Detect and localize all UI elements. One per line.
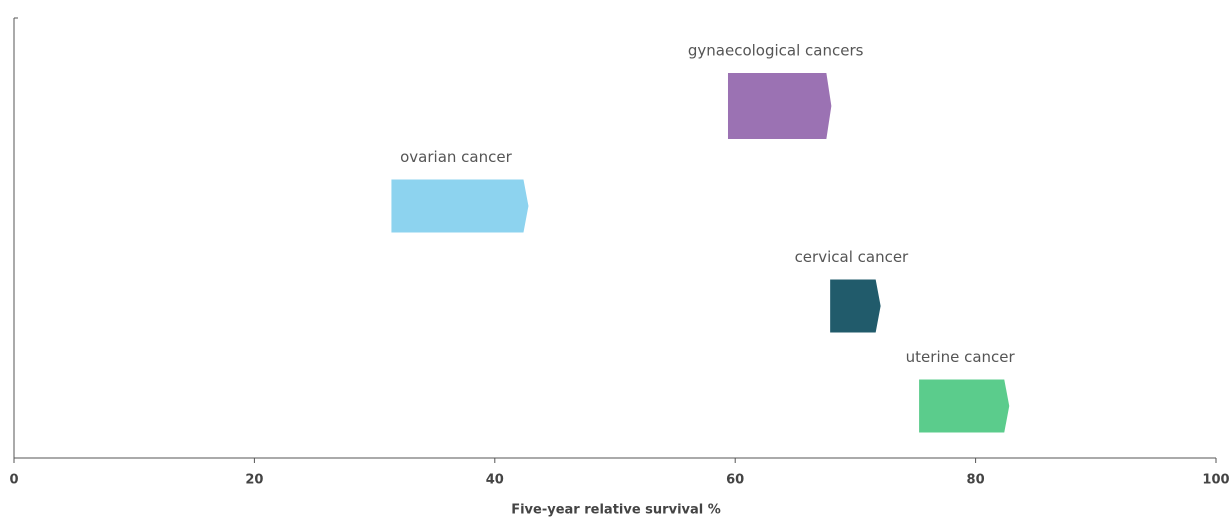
x-tick-label: 60 (726, 473, 744, 488)
bar-label: uterine cancer (906, 348, 1016, 366)
bar (391, 179, 529, 233)
x-tick-label: 0 (9, 473, 18, 488)
bar-label: gynaecological cancers (688, 42, 864, 60)
bar (830, 279, 881, 333)
x-tick-label: 80 (967, 473, 985, 488)
x-tick-label: 20 (245, 473, 263, 488)
bar-label: cervical cancer (795, 248, 909, 266)
x-tick-label: 40 (486, 473, 504, 488)
bar (919, 379, 1010, 433)
x-tick-label: 100 (1202, 473, 1229, 488)
bar-label: ovarian cancer (400, 148, 512, 166)
bar (727, 73, 832, 139)
x-axis-title: Five-year relative survival % (511, 503, 721, 518)
